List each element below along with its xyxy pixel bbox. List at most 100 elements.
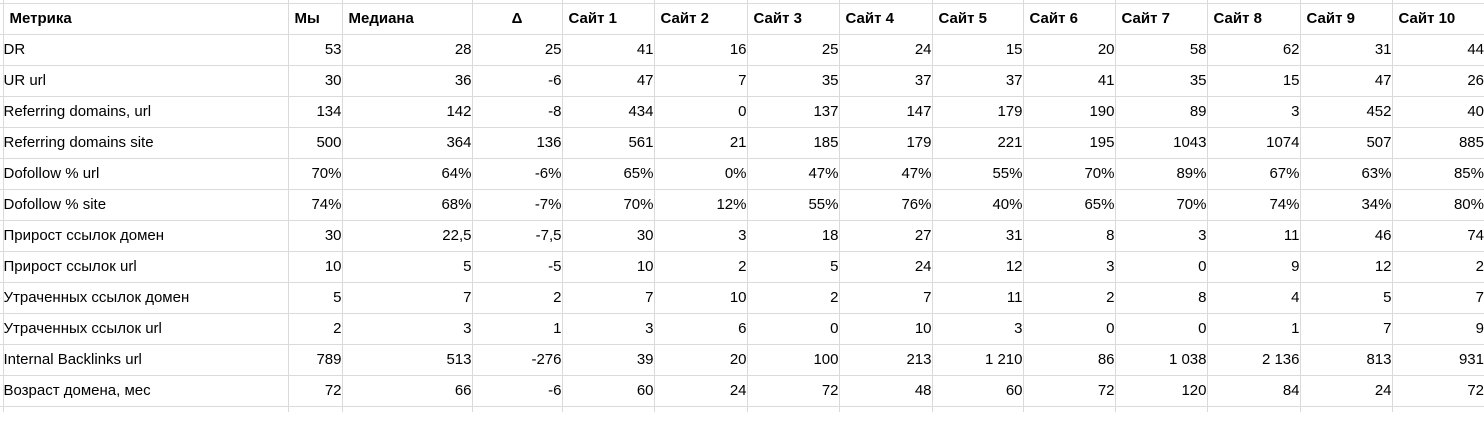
delta-value-cell[interactable]: 1 — [471, 312, 563, 345]
site-value-cell[interactable]: 10 — [838, 312, 933, 345]
median-value-cell[interactable]: 64% — [341, 157, 473, 190]
site-value-cell[interactable]: 47% — [746, 157, 840, 190]
site-value-cell[interactable]: 76% — [838, 188, 933, 221]
metric-name-cell[interactable]: DR — [2, 33, 289, 66]
site-value-cell[interactable]: 15 — [931, 33, 1024, 66]
site-value-cell[interactable]: 7 — [561, 281, 655, 314]
site-value-cell[interactable]: 74 — [1391, 219, 1484, 252]
site-value-cell[interactable]: 1043 — [1114, 126, 1208, 159]
site-value-cell[interactable]: 2 — [1022, 281, 1116, 314]
site-value-cell[interactable]: 0 — [1114, 250, 1208, 283]
site-value-cell[interactable]: 31 — [931, 219, 1024, 252]
site-value-cell[interactable]: 12 — [931, 250, 1024, 283]
site-value-cell[interactable]: 26 — [1391, 64, 1484, 97]
site-value-cell[interactable]: 63% — [1299, 157, 1393, 190]
site-value-cell[interactable]: 10 — [561, 250, 655, 283]
site-value-cell[interactable]: 62 — [1206, 33, 1301, 66]
site-value-cell[interactable]: 195 — [1022, 126, 1116, 159]
site-value-cell[interactable]: 0 — [653, 95, 748, 128]
site-value-cell[interactable]: 3 — [1114, 219, 1208, 252]
site-value-cell[interactable]: 3 — [653, 219, 748, 252]
site-value-cell[interactable]: 2 — [746, 281, 840, 314]
column-header-site-8[interactable]: Сайт 8 — [1206, 2, 1301, 35]
site-value-cell[interactable]: 179 — [838, 126, 933, 159]
delta-value-cell[interactable]: 136 — [471, 126, 563, 159]
site-value-cell[interactable]: 213 — [838, 343, 933, 376]
delta-value-cell[interactable]: -7,5 — [471, 219, 563, 252]
site-value-cell[interactable]: 100 — [746, 343, 840, 376]
site-value-cell[interactable]: 25 — [746, 33, 840, 66]
column-header-site-10[interactable]: Сайт 10 — [1391, 2, 1484, 35]
median-value-cell[interactable]: 513 — [341, 343, 473, 376]
we-value-cell[interactable]: 30 — [287, 64, 343, 97]
delta-value-cell[interactable]: -8 — [471, 95, 563, 128]
site-value-cell[interactable]: 7 — [1299, 312, 1393, 345]
metric-name-cell[interactable]: UR url — [2, 64, 289, 97]
site-value-cell[interactable]: 65% — [1022, 188, 1116, 221]
site-value-cell[interactable]: 58 — [1114, 33, 1208, 66]
metric-name-cell[interactable]: Утраченных ссылок url — [2, 312, 289, 345]
delta-value-cell[interactable]: -6 — [471, 64, 563, 97]
site-value-cell[interactable]: 27 — [838, 219, 933, 252]
we-value-cell[interactable]: 134 — [287, 95, 343, 128]
column-header-site-1[interactable]: Сайт 1 — [561, 2, 655, 35]
site-value-cell[interactable]: 221 — [931, 126, 1024, 159]
site-value-cell[interactable]: 89 — [1114, 95, 1208, 128]
site-value-cell[interactable]: 55% — [931, 157, 1024, 190]
site-value-cell[interactable]: 37 — [931, 64, 1024, 97]
site-value-cell[interactable]: 1074 — [1206, 126, 1301, 159]
site-value-cell[interactable]: 80% — [1391, 188, 1484, 221]
site-value-cell[interactable]: 86 — [1022, 343, 1116, 376]
metric-name-cell[interactable]: Прирост ссылок url — [2, 250, 289, 283]
site-value-cell[interactable]: 60 — [931, 374, 1024, 407]
site-value-cell[interactable]: 35 — [1114, 64, 1208, 97]
site-value-cell[interactable]: 5 — [746, 250, 840, 283]
site-value-cell[interactable]: 67% — [1206, 157, 1301, 190]
site-value-cell[interactable]: 21 — [653, 126, 748, 159]
site-value-cell[interactable]: 65% — [561, 157, 655, 190]
site-value-cell[interactable]: 7 — [838, 281, 933, 314]
we-value-cell[interactable]: 2 — [287, 312, 343, 345]
site-value-cell[interactable]: 9 — [1391, 312, 1484, 345]
site-value-cell[interactable]: 0 — [746, 312, 840, 345]
site-value-cell[interactable]: 18 — [746, 219, 840, 252]
site-value-cell[interactable]: 24 — [653, 374, 748, 407]
site-value-cell[interactable]: 74% — [1206, 188, 1301, 221]
site-value-cell[interactable]: 7 — [653, 64, 748, 97]
delta-value-cell[interactable]: -6 — [471, 374, 563, 407]
we-value-cell[interactable]: 72 — [287, 374, 343, 407]
metric-name-cell[interactable]: Прирост ссылок домен — [2, 219, 289, 252]
site-value-cell[interactable]: 1 038 — [1114, 343, 1208, 376]
metric-name-cell[interactable]: Referring domains site — [2, 126, 289, 159]
median-value-cell[interactable]: 66 — [341, 374, 473, 407]
column-header-delta[interactable]: Δ — [471, 2, 563, 35]
we-value-cell[interactable]: 30 — [287, 219, 343, 252]
site-value-cell[interactable]: 2 136 — [1206, 343, 1301, 376]
median-value-cell[interactable]: 7 — [341, 281, 473, 314]
site-value-cell[interactable]: 84 — [1206, 374, 1301, 407]
site-value-cell[interactable]: 11 — [931, 281, 1024, 314]
site-value-cell[interactable]: 40% — [931, 188, 1024, 221]
site-value-cell[interactable]: 24 — [838, 250, 933, 283]
site-value-cell[interactable]: 137 — [746, 95, 840, 128]
site-value-cell[interactable]: 24 — [838, 33, 933, 66]
median-value-cell[interactable]: 3 — [341, 312, 473, 345]
column-header-site-7[interactable]: Сайт 7 — [1114, 2, 1208, 35]
column-header-site-2[interactable]: Сайт 2 — [653, 2, 748, 35]
site-value-cell[interactable]: 37 — [838, 64, 933, 97]
site-value-cell[interactable]: 12% — [653, 188, 748, 221]
we-value-cell[interactable]: 53 — [287, 33, 343, 66]
site-value-cell[interactable]: 35 — [746, 64, 840, 97]
column-header-site-4[interactable]: Сайт 4 — [838, 2, 933, 35]
site-value-cell[interactable]: 16 — [653, 33, 748, 66]
site-value-cell[interactable]: 10 — [653, 281, 748, 314]
site-value-cell[interactable]: 39 — [561, 343, 655, 376]
site-value-cell[interactable]: 147 — [838, 95, 933, 128]
site-value-cell[interactable]: 0 — [1022, 312, 1116, 345]
metric-name-cell[interactable]: Возраст домена, мес — [2, 374, 289, 407]
site-value-cell[interactable]: 3 — [931, 312, 1024, 345]
column-header-site-6[interactable]: Сайт 6 — [1022, 2, 1116, 35]
column-header-site-9[interactable]: Сайт 9 — [1299, 2, 1393, 35]
column-header-median[interactable]: Медиана — [341, 2, 473, 35]
median-value-cell[interactable]: 36 — [341, 64, 473, 97]
